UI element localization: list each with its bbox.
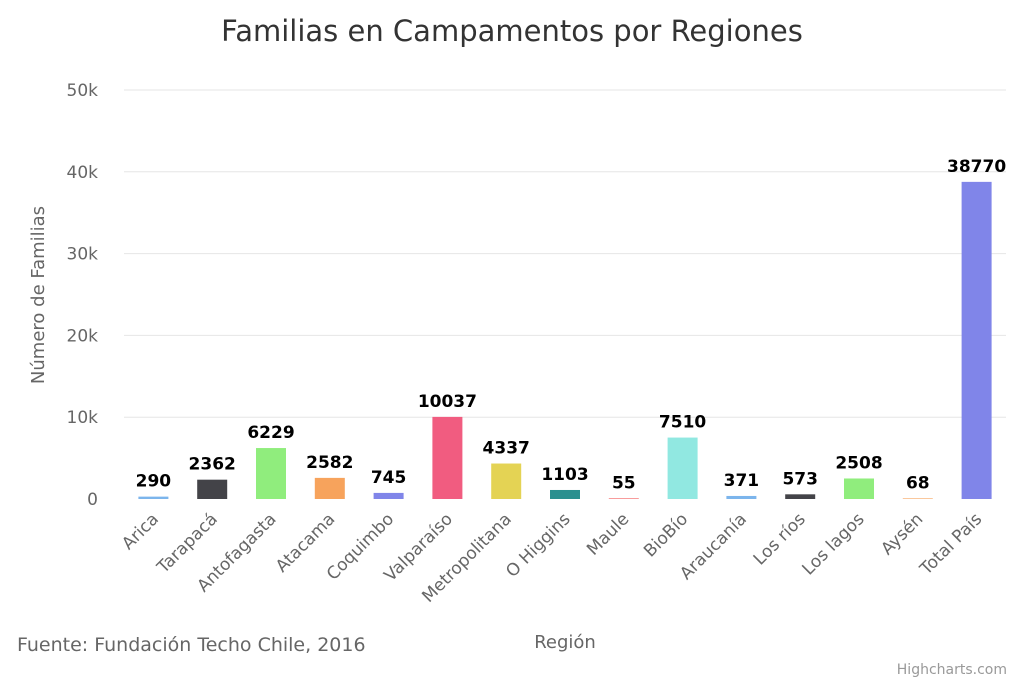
data-label: 573 xyxy=(782,469,818,489)
y-tick-label: 0 xyxy=(87,490,98,510)
bar[interactable] xyxy=(491,463,522,499)
data-label: 371 xyxy=(724,471,760,491)
bar[interactable] xyxy=(550,489,580,499)
x-tick-label: Maule xyxy=(583,509,633,559)
bar[interactable] xyxy=(314,477,345,499)
bars xyxy=(138,181,992,500)
y-tick-label: 50k xyxy=(67,81,99,101)
data-label: 290 xyxy=(136,472,172,492)
y-tick-label: 40k xyxy=(67,163,99,183)
bar[interactable] xyxy=(902,498,933,499)
data-label: 10037 xyxy=(418,392,477,412)
data-label: 55 xyxy=(612,474,636,494)
bar[interactable] xyxy=(138,496,169,499)
data-label: 2362 xyxy=(189,455,236,475)
y-tick-label: 20k xyxy=(67,326,99,346)
bar[interactable] xyxy=(256,448,286,499)
x-tick-label: Los lagos xyxy=(799,509,869,579)
bar[interactable] xyxy=(432,416,463,499)
data-label: 6229 xyxy=(247,423,294,443)
bar[interactable] xyxy=(785,494,816,499)
bar[interactable] xyxy=(844,478,874,499)
credits-link[interactable]: Highcharts.com xyxy=(897,662,1007,678)
data-label: 1103 xyxy=(541,465,588,485)
data-label: 7510 xyxy=(659,413,706,433)
bar[interactable] xyxy=(197,479,228,499)
gridlines xyxy=(124,89,1006,418)
x-tick-label: Arica xyxy=(118,509,163,554)
chart-title: Familias en Campamentos por Regiones xyxy=(221,14,803,48)
x-axis-title: Región xyxy=(534,632,596,653)
data-label: 68 xyxy=(906,473,930,493)
bar[interactable] xyxy=(373,492,404,499)
y-tick-label: 30k xyxy=(67,245,99,265)
data-label: 4337 xyxy=(483,439,530,459)
y-axis-ticks: 0 10k 20k 30k 40k 50k xyxy=(67,81,99,510)
x-tick-label: Total País xyxy=(916,509,987,580)
data-label: 745 xyxy=(371,468,407,488)
data-label: 2508 xyxy=(835,453,882,473)
x-tick-label: BioBío xyxy=(640,509,692,561)
data-label: 38770 xyxy=(947,157,1006,177)
x-tick-label: O Higgins xyxy=(502,509,574,581)
data-labels: 290 2362 6229 2582 745 10037 4337 1103 55 7510 371… xyxy=(136,157,1007,494)
data-label: 2582 xyxy=(306,453,353,473)
bar[interactable] xyxy=(726,495,757,499)
bar[interactable] xyxy=(608,498,639,499)
bar[interactable] xyxy=(961,181,992,500)
bar[interactable] xyxy=(667,437,698,499)
y-axis-title: Número de Familias xyxy=(28,206,49,384)
x-tick-label: Aysén xyxy=(877,509,927,559)
y-tick-label: 10k xyxy=(67,408,99,428)
x-axis-ticks: AricaTarapacáAntofagastaAtacamaCoquimboV… xyxy=(118,509,986,606)
source-note: Fuente: Fundación Techo Chile, 2016 xyxy=(17,634,366,656)
x-tick-label: Los ríos xyxy=(750,509,810,569)
